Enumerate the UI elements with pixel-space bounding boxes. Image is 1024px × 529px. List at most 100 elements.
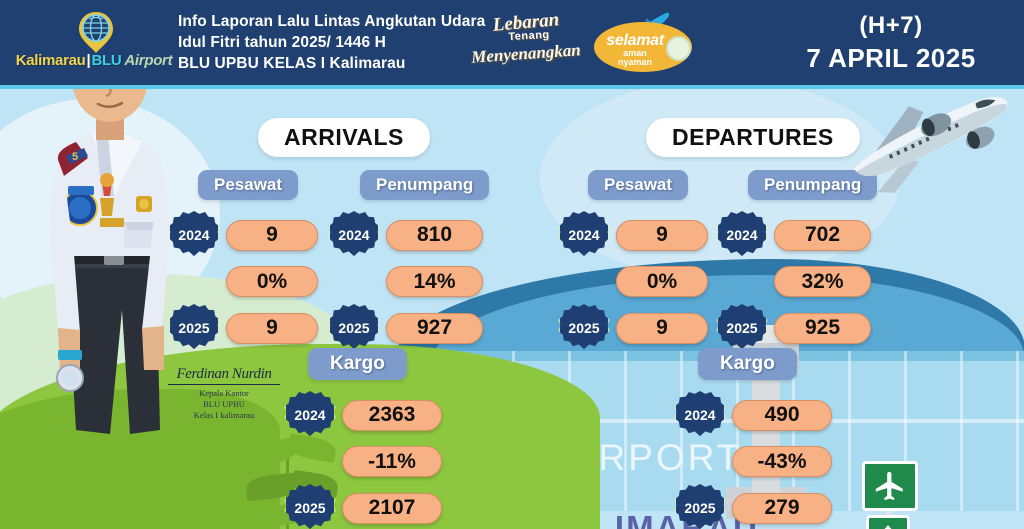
departures-kargo-value-2025: 279 xyxy=(732,492,832,524)
year-badge-2025: 2025 xyxy=(676,484,724,529)
header-title-line-2: Idul Fitri tahun 2025/ 1446 H xyxy=(178,34,386,51)
departures-kargo-label: Kargo xyxy=(698,348,797,380)
year-badge-2025: 2025 xyxy=(718,304,766,350)
airplane-sign-icon xyxy=(865,464,915,508)
departures-kargo-row-2024: 2024 490 xyxy=(676,391,832,439)
globe-pin-icon xyxy=(76,10,116,53)
arrivals-penumpang-value-2024: 810 xyxy=(386,219,483,251)
logo-text-divider: | xyxy=(86,51,91,69)
selamat-badge-seal xyxy=(666,36,691,61)
arrivals-kargo-value-2025: 2107 xyxy=(342,492,442,524)
departures-kargo-group: Kargo 2024 490 -43% 2025 279 xyxy=(676,348,832,529)
departures-pesawat-row-change: 0% xyxy=(560,266,708,297)
lebaran-badge-line-3: Menyenangkan xyxy=(470,40,582,67)
departures-title: DEPARTURES xyxy=(646,118,860,157)
signature-name: Ferdinan Nurdin xyxy=(168,366,280,385)
lebaran-campaign-badge: Lebaran Tenang Menyenangkan xyxy=(470,6,582,78)
signature-title-line-3: Kelas I kalimarau xyxy=(193,410,255,420)
departures-penumpang-value-2024: 702 xyxy=(774,219,871,251)
departures-penumpang-change: 32% xyxy=(774,266,871,297)
arrivals-kargo-row-2024: 2024 2363 xyxy=(286,391,442,439)
departures-pesawat-value-2025: 9 xyxy=(616,312,708,344)
airplane-sign-panel xyxy=(862,461,918,511)
departures-kargo-row-2025: 2025 279 xyxy=(676,484,832,529)
background-scene: AIRPORT KALIMARAU xyxy=(0,89,1024,529)
logo-text-airport: Airport xyxy=(124,51,173,69)
departures-kargo-row-change: -43% xyxy=(676,446,832,477)
signature-block: Ferdinan Nurdin Kepala Kantor BLU UPBU K… xyxy=(168,366,280,421)
header-title-line-3: BLU UPBU KELAS I Kalimarau xyxy=(178,55,406,72)
arrivals-pesawat-row-change: 0% xyxy=(170,266,318,297)
h-plus-label: (H+7) xyxy=(859,12,923,39)
departures-kargo-change: -43% xyxy=(732,446,832,477)
arrivals-penumpang-row-change: 14% xyxy=(330,266,489,297)
departures-penumpang-row-change: 32% xyxy=(718,266,877,297)
selamat-badge-line-1: selamat xyxy=(606,32,664,49)
year-badge-2024: 2024 xyxy=(560,211,608,257)
departures-penumpang-group: Penumpang 2024 702 32% 2025 925 xyxy=(718,170,878,352)
header-accent-bar xyxy=(0,85,1024,89)
kalimarau-logo[interactable]: Kalimarau | BLU Airport xyxy=(15,10,173,76)
header-title: Info Laporan Lalu Lintas Angkutan Udara … xyxy=(178,11,486,74)
arrivals-pesawat-value-2025: 9 xyxy=(226,312,318,344)
signature-title-line-2: BLU UPBU xyxy=(203,399,245,409)
departures-penumpang-row-2024: 2024 702 xyxy=(718,211,877,259)
arrivals-kargo-value-2024: 2363 xyxy=(342,399,442,431)
row-spacer xyxy=(286,461,334,462)
arrivals-penumpang-change: 14% xyxy=(386,266,483,297)
arrivals-pesawat-change: 0% xyxy=(226,266,318,297)
arrivals-pesawat-label: Pesawat xyxy=(198,170,299,200)
arrivals-penumpang-group: Penumpang 2024 810 14% 2025 927 xyxy=(330,170,490,352)
row-spacer xyxy=(330,281,378,282)
departures-penumpang-row-2025: 2025 925 xyxy=(718,304,877,352)
year-badge-2024: 2024 xyxy=(718,211,766,257)
arrivals-pesawat-value-2024: 9 xyxy=(226,219,318,251)
year-badge-2024: 2024 xyxy=(286,391,334,437)
logo-wordmark: Kalimarau | BLU Airport xyxy=(15,49,173,71)
arrivals-penumpang-row-2025: 2025 927 xyxy=(330,304,489,352)
arrow-sign-panel xyxy=(866,515,910,529)
arrow-up-sign-icon xyxy=(869,518,907,529)
arrivals-pesawat-row-2024: 2024 9 xyxy=(170,211,318,259)
arrivals-kargo-label: Kargo xyxy=(308,348,407,380)
flying-airplane-illustration xyxy=(828,82,1024,197)
departures-pesawat-value-2024: 9 xyxy=(616,219,708,251)
year-badge-2024: 2024 xyxy=(676,391,724,437)
departures-pesawat-group: Pesawat 2024 9 0% 2025 9 xyxy=(560,170,708,352)
departures-pesawat-row-2025: 2025 9 xyxy=(560,304,708,352)
departures-penumpang-value-2025: 925 xyxy=(774,312,871,344)
arrivals-title: ARRIVALS xyxy=(258,118,430,157)
row-spacer xyxy=(676,461,724,462)
arrivals-penumpang-label: Penumpang xyxy=(360,170,490,200)
arrivals-penumpang-value-2025: 927 xyxy=(386,312,483,344)
selamat-campaign-badge: selamat aman nyaman xyxy=(588,8,698,78)
selamat-badge-line-2: aman xyxy=(623,48,647,58)
departures-pesawat-change: 0% xyxy=(616,266,708,297)
arrivals-pesawat-group: Pesawat 2024 9 0% 2025 9 xyxy=(170,170,318,352)
departures-kargo-value-2024: 490 xyxy=(732,399,832,431)
year-badge-2025: 2025 xyxy=(286,484,334,529)
arrivals-pesawat-row-2025: 2025 9 xyxy=(170,304,318,352)
year-badge-2025: 2025 xyxy=(330,304,378,350)
departures-penumpang-label: Penumpang xyxy=(748,170,878,200)
arrivals-kargo-change: -11% xyxy=(342,446,442,477)
row-spacer xyxy=(718,281,766,282)
logo-text-kalimarau: Kalimarau xyxy=(15,51,86,69)
year-badge-2024: 2024 xyxy=(330,211,378,257)
header-date-block: (H+7) 7 APRIL 2025 xyxy=(786,12,996,74)
header-title-line-1: Info Laporan Lalu Lintas Angkutan Udara xyxy=(178,13,486,30)
arrivals-kargo-group: Kargo 2024 2363 -11% 2025 2107 xyxy=(286,348,442,529)
logo-text-blu: BLU xyxy=(91,51,122,69)
row-spacer xyxy=(560,281,608,282)
signature-title-line-1: Kepala Kantor xyxy=(199,388,249,398)
departures-pesawat-row-2024: 2024 9 xyxy=(560,211,708,259)
selamat-badge-line-3: nyaman xyxy=(617,57,652,67)
arrivals-kargo-row-2025: 2025 2107 xyxy=(286,484,442,529)
page-header: Kalimarau | BLU Airport Info Laporan Lal… xyxy=(0,0,1024,85)
arrivals-kargo-row-change: -11% xyxy=(286,446,442,477)
report-date: 7 APRIL 2025 xyxy=(806,43,976,73)
departures-pesawat-label: Pesawat xyxy=(588,170,689,200)
